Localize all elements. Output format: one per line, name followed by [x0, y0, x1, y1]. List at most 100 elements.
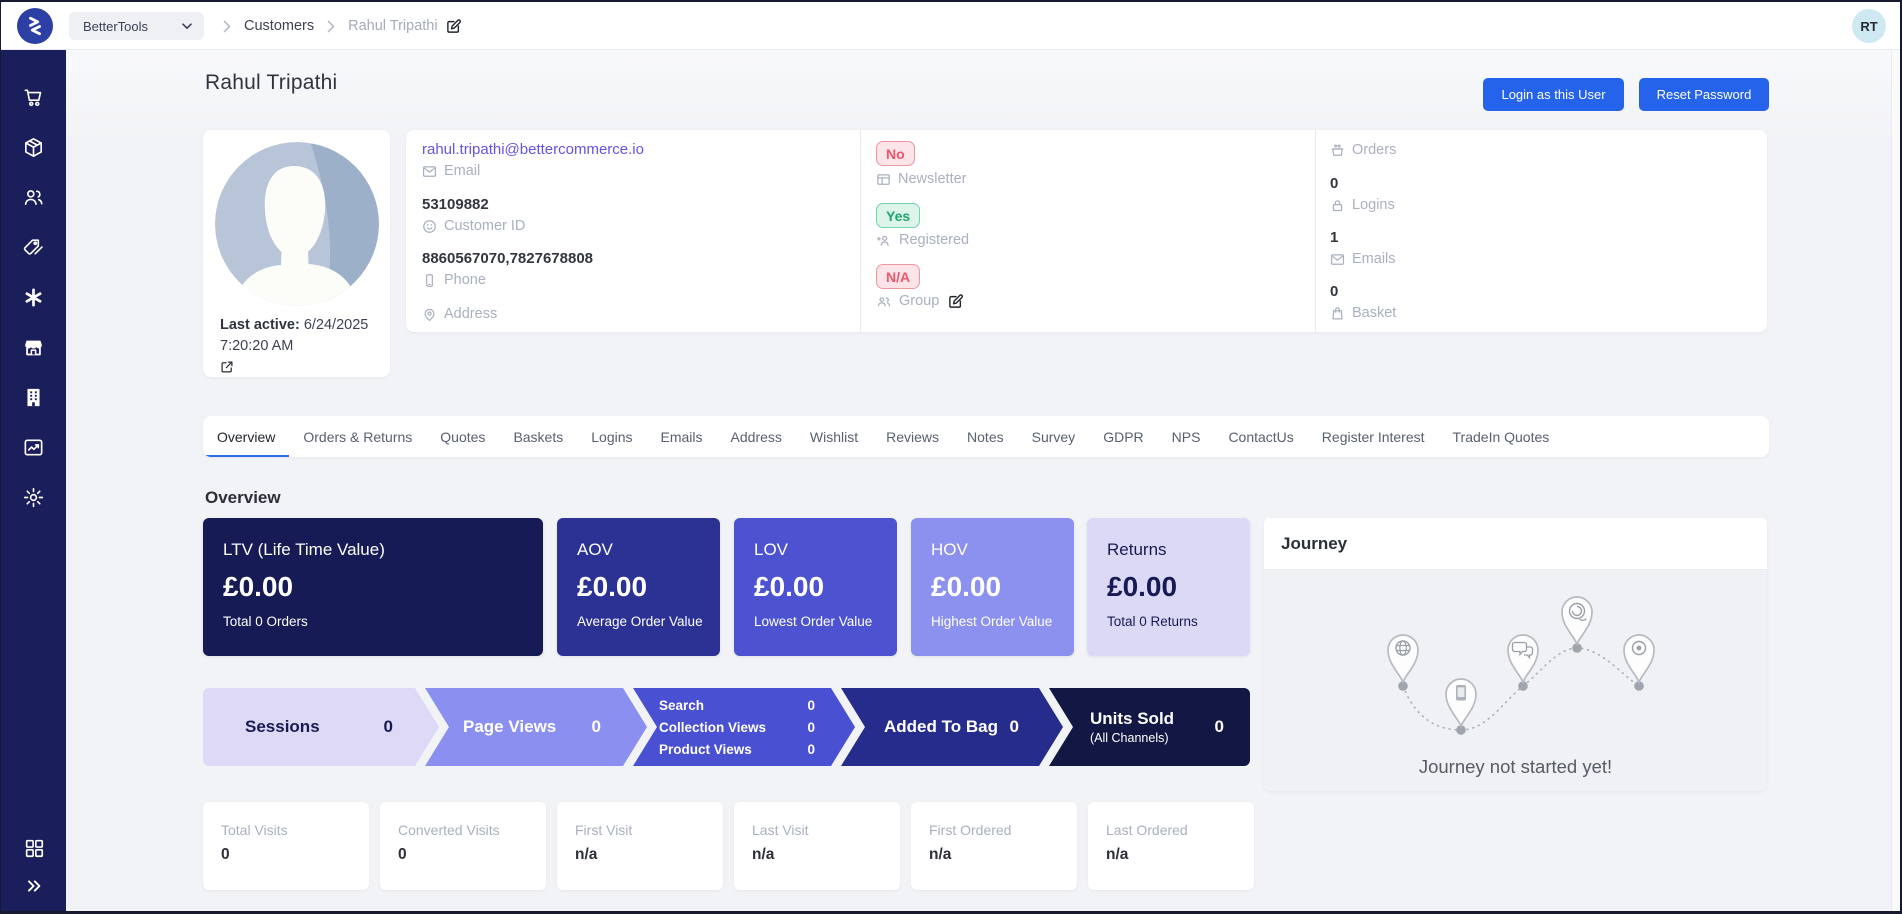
- funnel-added-to-bag: Added To Bag 0: [841, 688, 1063, 766]
- tab-reviews[interactable]: Reviews: [886, 428, 940, 445]
- tab-quotes[interactable]: Quotes: [440, 428, 486, 445]
- funnel-label: Sessions: [245, 717, 320, 736]
- journey-title: Journey: [1264, 518, 1767, 570]
- funnel-label: Page Views: [463, 717, 557, 736]
- app-switcher-label: BetterTools: [83, 18, 149, 34]
- sidebar-item-settings[interactable]: [22, 485, 46, 509]
- logins-value: 0: [1330, 175, 1339, 192]
- tab-tradein-quotes[interactable]: TradeIn Quotes: [1452, 428, 1550, 445]
- sidebar: [1, 50, 66, 911]
- funnel-page-views: Page Views 0: [425, 688, 647, 766]
- tab-baskets[interactable]: Baskets: [513, 428, 564, 445]
- user-avatar[interactable]: RT: [1852, 9, 1886, 43]
- kpi-card-returns: Returns £0.00 Total 0 Returns: [1087, 518, 1250, 656]
- stat-card-first-visit: First Visit n/a: [557, 802, 723, 890]
- chevron-right-icon: [223, 20, 231, 32]
- journey-pin-chat: [1506, 634, 1539, 691]
- stat-card-first-ordered: First Ordered n/a: [911, 802, 1077, 890]
- main-content: Rahul Tripathi Login as this User Reset …: [66, 50, 1900, 911]
- registered-badge: Yes: [876, 203, 921, 228]
- tab-contactus[interactable]: ContactUs: [1228, 428, 1294, 445]
- sidebar-item-analytics[interactable]: [22, 435, 46, 459]
- login-as-user-button[interactable]: Login as this User: [1483, 78, 1624, 111]
- edit-customer-name-icon[interactable]: [446, 18, 461, 34]
- stat-label: Last Ordered: [1106, 822, 1188, 838]
- tab-survey[interactable]: Survey: [1031, 428, 1076, 445]
- sidebar-item-catalog[interactable]: [22, 135, 46, 159]
- kpi-card-aov: AOV £0.00 Average Order Value: [557, 518, 720, 656]
- app-switcher-dropdown[interactable]: BetterTools: [69, 12, 204, 40]
- funnel-label: Units Sold: [1090, 709, 1175, 728]
- funnel-row-search: Search 0: [659, 697, 815, 713]
- breadcrumb: Customers Rahul Tripathi: [223, 2, 461, 50]
- building-icon: [27, 388, 40, 406]
- edit-group-icon[interactable]: [948, 293, 964, 309]
- tab-register-interest[interactable]: Register Interest: [1321, 428, 1425, 445]
- sidebar-item-store[interactable]: [22, 335, 46, 359]
- tab-overview[interactable]: Overview: [203, 416, 290, 457]
- shopping-bag-icon: [1332, 306, 1343, 319]
- kpi-value: £0.00: [223, 571, 294, 602]
- topbar: BetterTools Customers Rahul Tripathi RT: [1, 2, 1900, 50]
- sidebar-expand-button[interactable]: [22, 874, 46, 898]
- kpi-title: Returns: [1107, 540, 1167, 559]
- funnel-sublabel: (All Channels): [1090, 731, 1169, 745]
- kpi-value: £0.00: [1107, 571, 1178, 602]
- tab-orders-returns[interactable]: Orders & Returns: [303, 428, 413, 445]
- kpi-title: LOV: [754, 540, 789, 559]
- kpi-subtitle: Total 0 Returns: [1107, 614, 1198, 629]
- tab-nps[interactable]: NPS: [1171, 428, 1201, 445]
- sidebar-item-apps[interactable]: [22, 836, 46, 860]
- funnel-value: 0: [1214, 717, 1224, 736]
- journey-map-illustration: [1386, 596, 1655, 735]
- scrollbar[interactable]: [1891, 50, 1900, 911]
- tab-address[interactable]: Address: [730, 428, 782, 445]
- breadcrumb-customers[interactable]: Customers: [244, 18, 315, 34]
- cart-icon: [24, 88, 42, 106]
- map-pin-icon: [424, 308, 435, 321]
- package-icon: [25, 137, 42, 157]
- sidebar-item-orders[interactable]: [22, 85, 46, 109]
- brand-logo[interactable]: [17, 8, 53, 44]
- kpi-title: AOV: [577, 540, 613, 559]
- basket-label: Basket: [1330, 305, 1396, 321]
- sidebar-item-company[interactable]: [22, 385, 46, 409]
- activity-column: Orders 0 Logins 1 Emails 0 Basket: [1330, 130, 1770, 332]
- tab-notes[interactable]: Notes: [967, 428, 1004, 445]
- stat-label: First Ordered: [929, 822, 1012, 838]
- reset-password-button[interactable]: Reset Password: [1639, 78, 1769, 111]
- group-label: Group: [876, 293, 964, 309]
- chevron-right-icon: [327, 20, 335, 32]
- funnel-row-product-views: Product Views 0: [659, 741, 815, 757]
- user-avatar-initials: RT: [1860, 18, 1878, 34]
- tab-gdpr[interactable]: GDPR: [1103, 428, 1144, 445]
- sidebar-item-engage[interactable]: [22, 285, 46, 309]
- kpi-title: HOV: [931, 540, 968, 559]
- customer-tabs: Overview Orders & Returns Quotes Baskets…: [203, 416, 1769, 457]
- lock-icon: [1332, 199, 1343, 211]
- kpi-subtitle: Average Order Value: [577, 614, 703, 629]
- asterisk-icon: [25, 287, 42, 307]
- funnel-row-collection-views: Collection Views 0: [659, 719, 815, 735]
- stat-value: n/a: [752, 846, 775, 863]
- kpi-card-lov: LOV £0.00 Lowest Order Value: [734, 518, 897, 656]
- tab-emails[interactable]: Emails: [660, 428, 703, 445]
- stat-value: n/a: [1106, 846, 1129, 863]
- tab-wishlist[interactable]: Wishlist: [809, 428, 859, 445]
- customer-email-link[interactable]: rahul.tripathi@bettercommerce.io: [422, 141, 644, 158]
- funnel-views: Search 0 Collection Views 0 Product View…: [633, 688, 855, 766]
- tab-logins[interactable]: Logins: [591, 428, 633, 445]
- newsletter-badge: No: [876, 141, 915, 166]
- phone-icon: [426, 273, 433, 287]
- group-badge: N/A: [876, 264, 921, 289]
- emails-value: 1: [1330, 229, 1339, 246]
- smiley-icon: [423, 219, 436, 233]
- kpi-card-hov: HOV £0.00 Highest Order Value: [911, 518, 1074, 656]
- overview-section-title: Overview: [205, 488, 281, 507]
- sidebar-item-customers[interactable]: [22, 185, 46, 209]
- external-link-icon[interactable]: [220, 360, 234, 374]
- users-icon: [24, 189, 43, 205]
- kpi-value: £0.00: [577, 571, 648, 602]
- sidebar-item-promotions[interactable]: [22, 235, 46, 259]
